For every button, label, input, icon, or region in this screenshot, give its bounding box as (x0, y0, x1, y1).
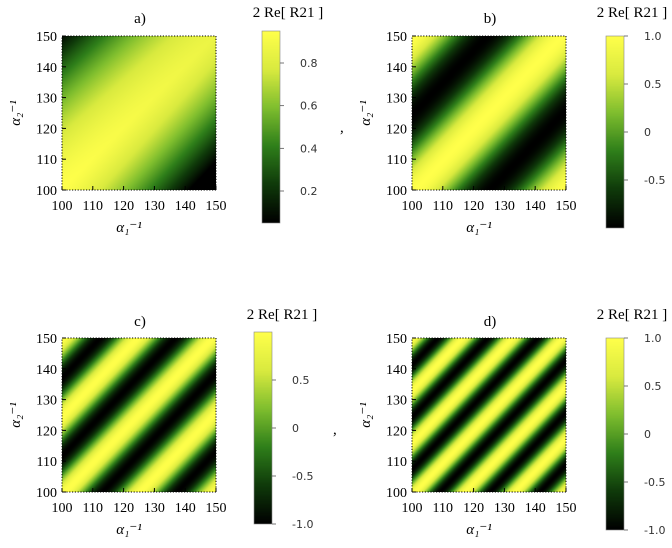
x-tick-label: 140 (175, 199, 196, 214)
y-tick-label: 130 (36, 394, 57, 409)
y-tick-label: 110 (37, 455, 57, 470)
x-tick-label: 150 (556, 501, 577, 516)
x-tick-label: 110 (433, 501, 453, 516)
separator-comma: , (333, 422, 337, 438)
y-tick-label: 120 (386, 122, 407, 137)
heatmap-2 (62, 338, 216, 492)
x-tick-label: 130 (494, 199, 515, 214)
panel-title: c) (134, 314, 146, 330)
separator-comma: , (340, 120, 344, 136)
heatmap-1 (412, 36, 566, 190)
x-axis-label: α₁⁻¹ (466, 522, 492, 538)
colorbar-tick-label: 0.5 (292, 374, 310, 387)
colorbar-tick-label: 0.4 (300, 142, 318, 155)
colorbar (254, 332, 272, 524)
panel-title: d) (484, 314, 497, 330)
colorbar (262, 31, 280, 223)
colorbar-title: 2 Re[ R21 ] (247, 307, 317, 323)
y-tick-label: 130 (36, 92, 57, 107)
colorbar-tick-label: -0.5 (292, 470, 313, 483)
x-tick-label: 120 (113, 199, 134, 214)
colorbar-tick-label: -0.5 (644, 174, 665, 187)
y-tick-label: 100 (386, 184, 407, 199)
y-tick-label: 130 (386, 92, 407, 107)
x-tick-label: 120 (113, 501, 134, 516)
y-tick-label: 140 (36, 363, 57, 378)
x-tick-label: 100 (52, 501, 73, 516)
x-tick-label: 140 (175, 501, 196, 516)
heatmap-0 (62, 36, 216, 190)
colorbar (606, 338, 624, 530)
y-tick-label: 140 (386, 61, 407, 76)
y-tick-label: 100 (36, 184, 57, 199)
y-tick-label: 150 (36, 30, 57, 45)
y-tick-label: 100 (386, 486, 407, 501)
y-tick-label: 110 (387, 455, 407, 470)
colorbar-tick-label: 0.2 (300, 185, 318, 198)
colorbar-tick-label: 1.0 (644, 332, 662, 345)
x-axis-label: α₁⁻¹ (116, 522, 142, 538)
x-tick-label: 130 (494, 501, 515, 516)
heatmap-3 (412, 338, 566, 492)
colorbar-tick-label: -0.5 (644, 476, 665, 489)
x-tick-label: 100 (402, 199, 423, 214)
panel-title: b) (484, 11, 497, 27)
y-tick-label: 100 (36, 486, 57, 501)
colorbar-tick-label: 0 (644, 126, 651, 139)
x-tick-label: 110 (83, 199, 103, 214)
y-tick-label: 150 (386, 332, 407, 347)
y-tick-label: 130 (386, 394, 407, 409)
y-tick-label: 140 (386, 363, 407, 378)
x-tick-label: 150 (556, 199, 577, 214)
y-axis-label: α₂⁻¹ (358, 402, 374, 428)
x-tick-label: 130 (144, 501, 165, 516)
y-axis-label: α₂⁻¹ (358, 100, 374, 126)
x-tick-label: 150 (206, 501, 227, 516)
y-axis-label: α₂⁻¹ (8, 100, 24, 126)
y-tick-label: 110 (37, 153, 57, 168)
y-tick-label: 150 (386, 30, 407, 45)
colorbar-title: 2 Re[ R21 ] (253, 5, 323, 21)
colorbar-tick-label: 0 (644, 428, 651, 441)
colorbar-tick-label: 0 (292, 422, 299, 435)
y-tick-label: 110 (387, 153, 407, 168)
y-tick-label: 120 (36, 424, 57, 439)
x-tick-label: 110 (433, 199, 453, 214)
colorbar-title: 2 Re[ R21 ] (597, 5, 667, 21)
x-tick-label: 100 (52, 199, 73, 214)
colorbar-tick-label: -1.0 (644, 524, 665, 537)
colorbar-tick-label: 0.8 (300, 57, 318, 70)
colorbar-tick-label: 0.5 (644, 78, 662, 91)
colorbar-tick-label: -1.0 (292, 518, 313, 531)
x-tick-label: 150 (206, 199, 227, 214)
x-tick-label: 130 (144, 199, 165, 214)
colorbar (606, 36, 624, 228)
y-tick-label: 120 (36, 122, 57, 137)
y-tick-label: 120 (386, 424, 407, 439)
x-tick-label: 120 (463, 501, 484, 516)
x-axis-label: α₁⁻¹ (116, 220, 142, 236)
x-axis-label: α₁⁻¹ (466, 220, 492, 236)
colorbar-tick-label: 0.5 (644, 380, 662, 393)
x-tick-label: 120 (463, 199, 484, 214)
panel-title: a) (134, 11, 146, 27)
y-tick-label: 140 (36, 61, 57, 76)
x-tick-label: 140 (525, 199, 546, 214)
colorbar-title: 2 Re[ R21 ] (597, 307, 667, 323)
x-tick-label: 110 (83, 501, 103, 516)
colorbar-frame (261, 30, 281, 224)
x-tick-label: 100 (402, 501, 423, 516)
colorbar-tick-label: 1.0 (644, 30, 662, 43)
y-tick-label: 150 (36, 332, 57, 347)
x-tick-label: 140 (525, 501, 546, 516)
y-axis-label: α₂⁻¹ (8, 402, 24, 428)
colorbar-tick-label: 0.6 (300, 100, 318, 113)
